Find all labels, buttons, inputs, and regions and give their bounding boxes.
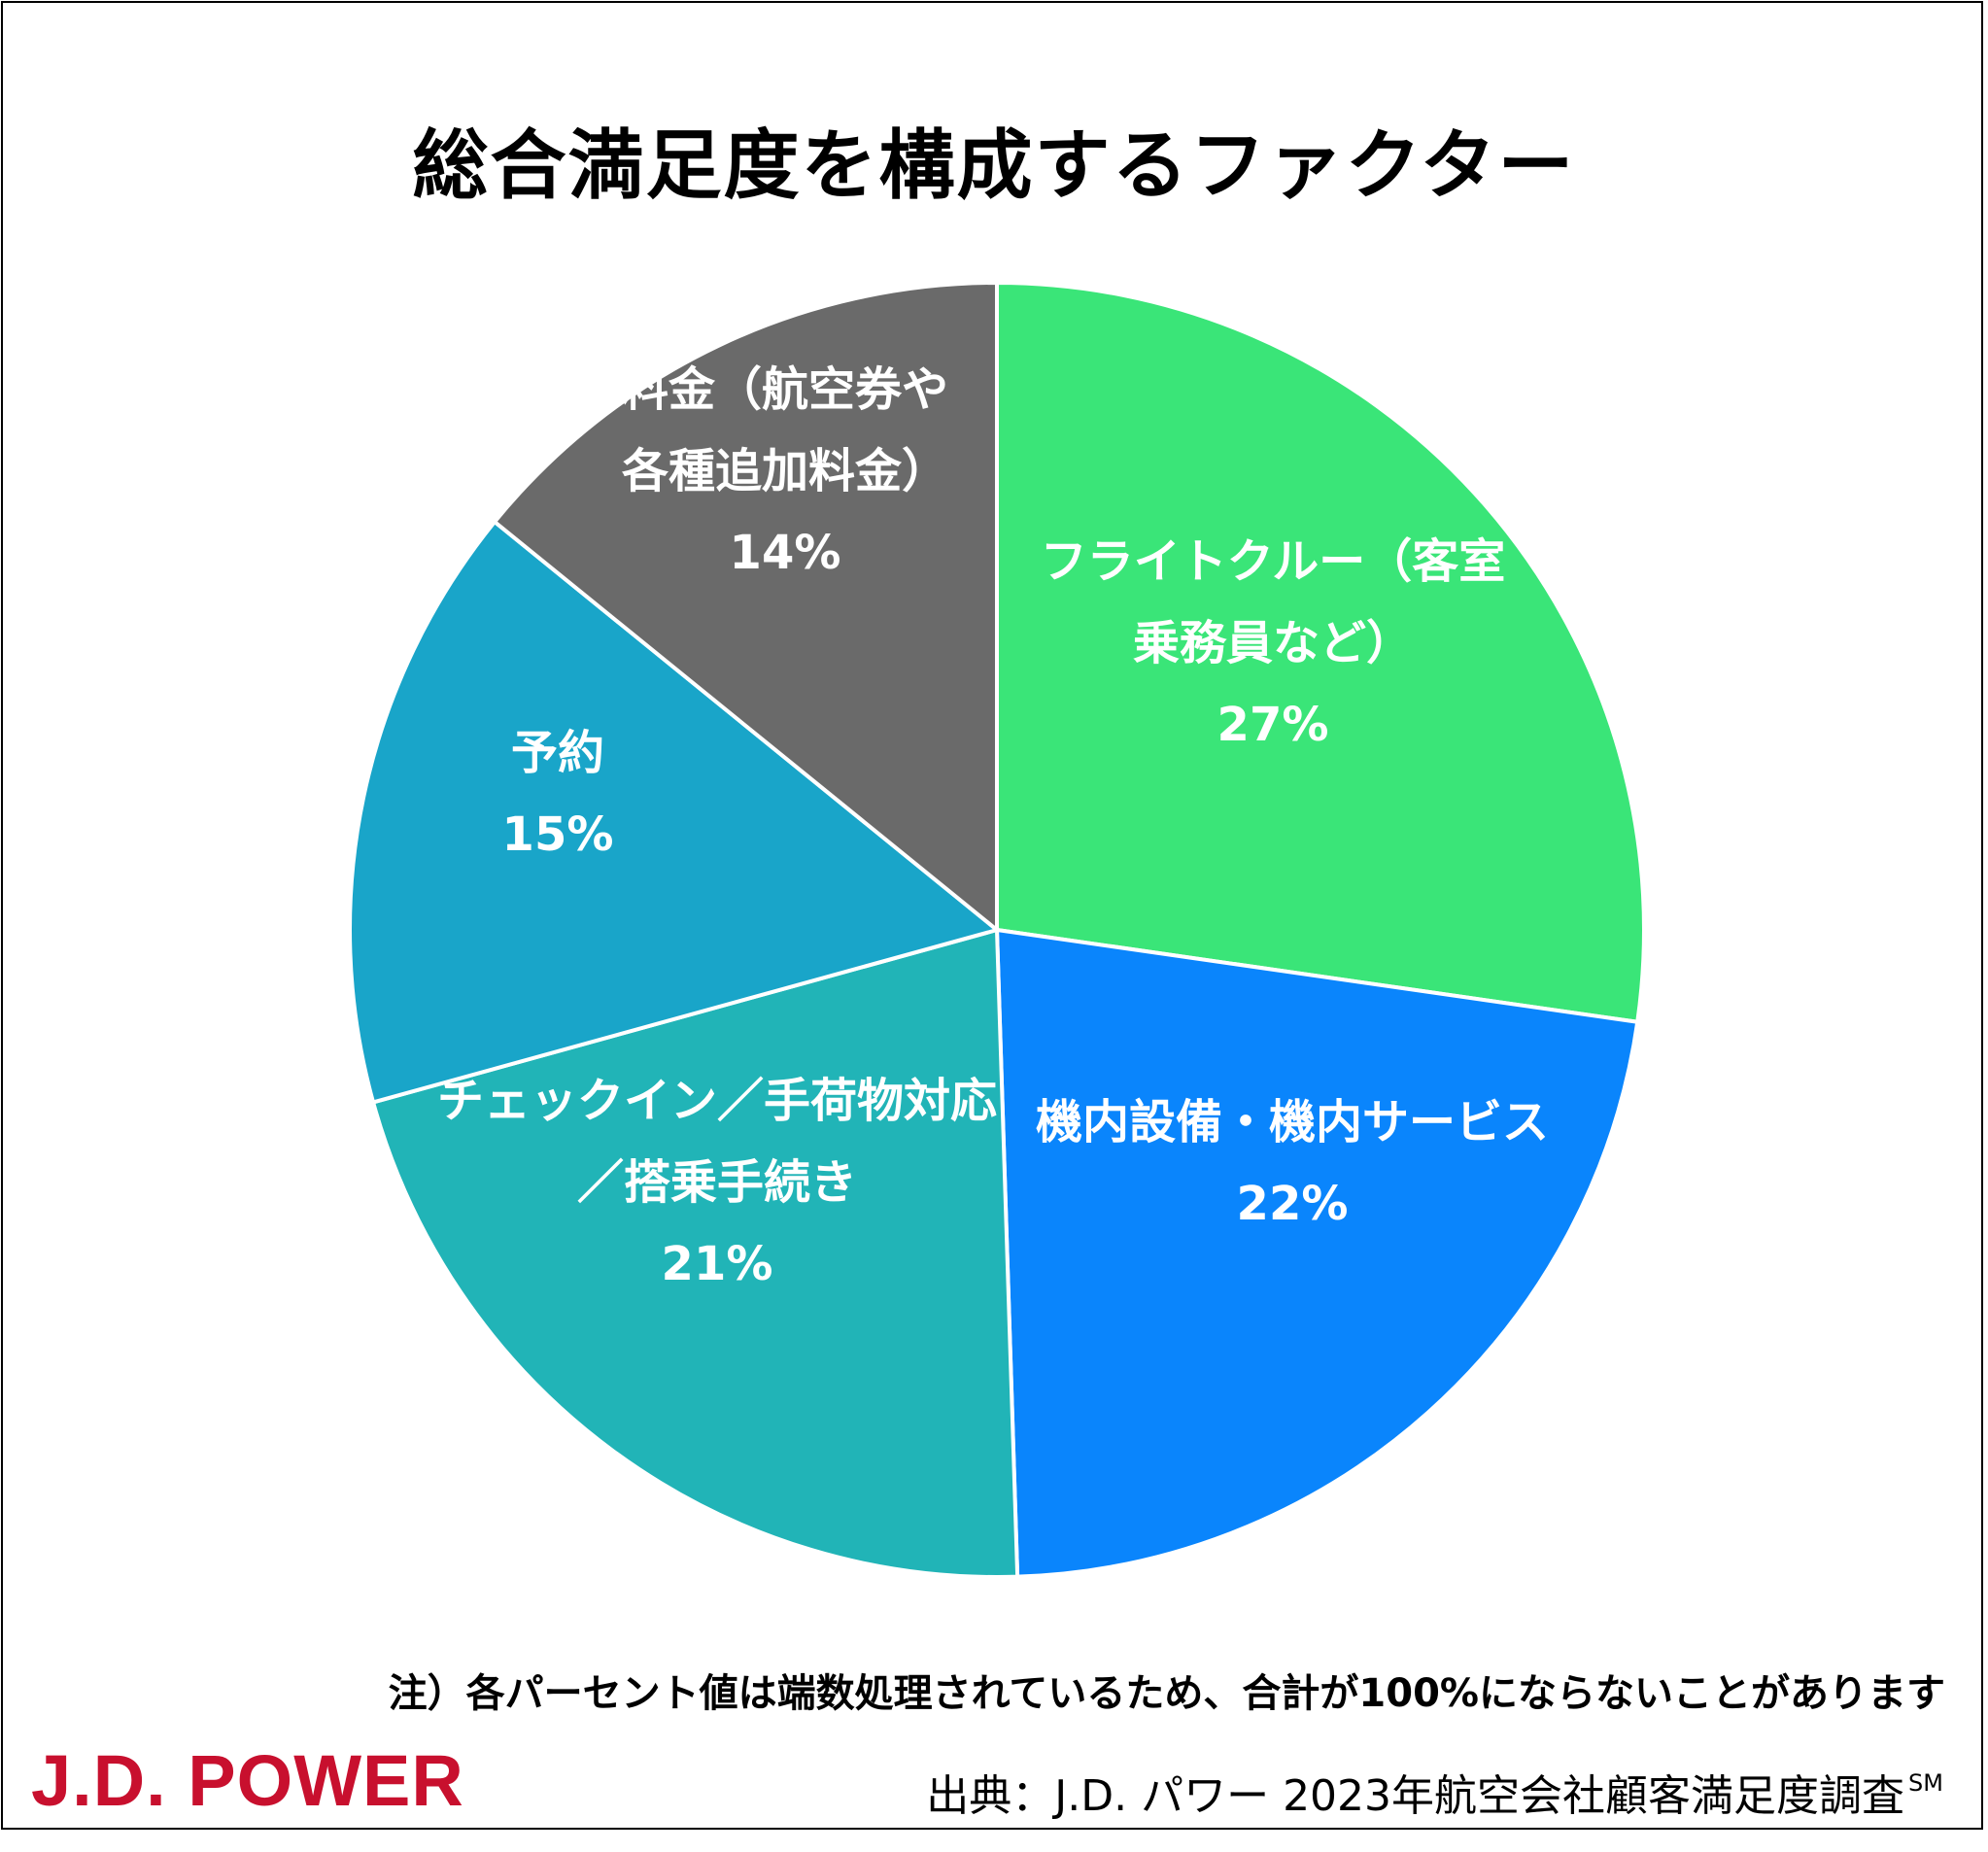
chart-title: 総合満足度を構成するファクター bbox=[412, 122, 1576, 210]
slice-value-label-3: 21% bbox=[662, 1237, 773, 1291]
jd-power-logo: J.D. POWER bbox=[31, 1740, 464, 1821]
slice-category-label-3: ／搭乗手続き bbox=[577, 1155, 857, 1210]
slice-value-label-5: 14% bbox=[730, 526, 841, 580]
slice-category-label-1: フライトクルー（客室 bbox=[1041, 534, 1506, 589]
source-label: 出典：J.D. パワー 2023年航空会社顧客満足度調査 bbox=[926, 1771, 1905, 1821]
slice-category-label-5: 各種追加料金） bbox=[622, 444, 948, 498]
slice-value-label-2: 22% bbox=[1237, 1177, 1349, 1231]
slice-value-label-4: 15% bbox=[502, 807, 614, 862]
slice-value-label-1: 27% bbox=[1217, 698, 1329, 752]
pie-slice-2 bbox=[995, 928, 1640, 1579]
slice-category-label-3: チェックイン／手荷物対応 bbox=[437, 1074, 997, 1128]
pie-slice-1 bbox=[995, 281, 1646, 1024]
slice-category-label-5: 料金（航空券や bbox=[622, 362, 948, 417]
slice-category-label-4: 予約 bbox=[511, 726, 604, 780]
pie-slice-5 bbox=[493, 281, 999, 932]
pie-slice-4 bbox=[348, 520, 999, 1105]
slice-category-label-2: 機内設備・機内サービス bbox=[1036, 1095, 1549, 1149]
source-text: 出典：J.D. パワー 2023年航空会社顧客満足度調査 SM bbox=[926, 1761, 1943, 1823]
slice-category-label-1: 乗務員など） bbox=[1133, 616, 1413, 670]
pie-slice-3 bbox=[371, 928, 1020, 1579]
footnote: 注）各パーセント値は端数処理されているため、合計が100%にならないことがありま… bbox=[388, 1671, 1945, 1716]
service-mark: SM bbox=[1908, 1769, 1943, 1797]
